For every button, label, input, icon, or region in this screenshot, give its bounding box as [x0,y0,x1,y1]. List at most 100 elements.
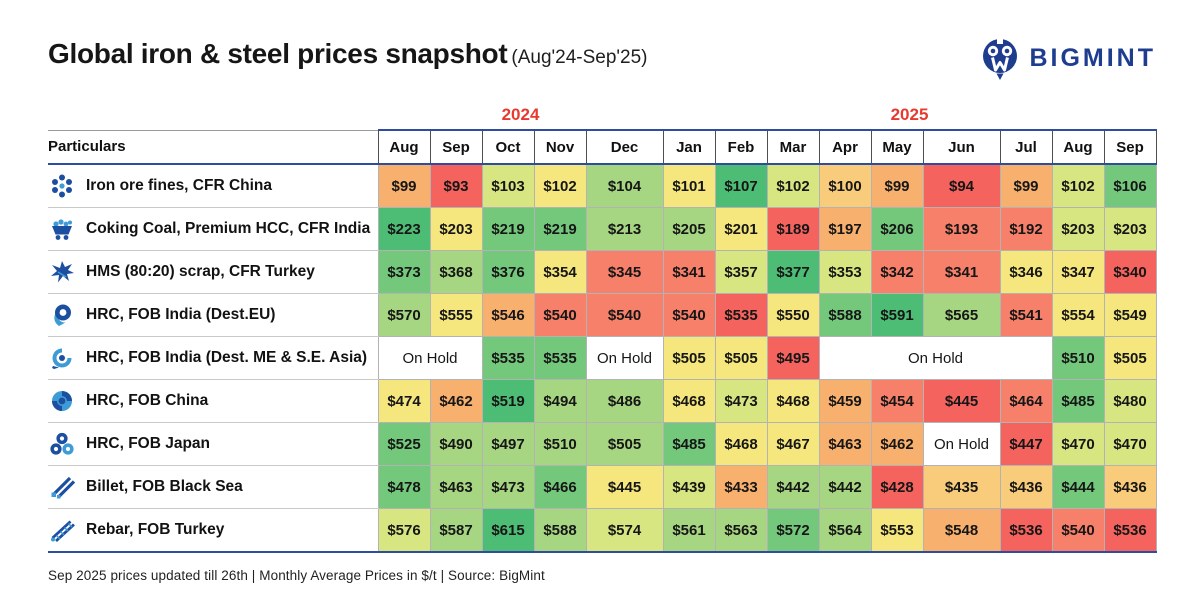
coil-stack-icon [49,431,75,457]
price-cell: $93 [429,163,483,208]
price-cell: $535 [533,336,587,380]
price-cell: $554 [1051,293,1105,337]
price-cell: $540 [662,293,716,337]
price-cell: $193 [922,207,1001,251]
price-cell: $99 [999,163,1053,208]
price-cell: $100 [818,163,872,208]
price-cell: $442 [818,465,872,509]
row-label-cell: HMS (80:20) scrap, CFR Turkey [48,250,379,294]
price-cell: $201 [714,207,768,251]
price-cell: $525 [377,422,431,466]
price-cell: $588 [533,508,587,553]
table-row: Billet, FOB Black Sea $478 $463 $473 $466 $44… [48,465,1157,509]
footnote: Sep 2025 prices updated till 26th | Mont… [48,568,545,583]
price-cell: $540 [585,293,664,337]
price-cell: $435 [922,465,1001,509]
price-cell: $485 [1051,379,1105,423]
price-cell: $470 [1103,422,1157,466]
price-cell: $436 [999,465,1053,509]
price-cell: $102 [533,163,587,208]
table-row: Iron ore fines, CFR China $99 $93 $103 $102 $… [48,163,1157,208]
table-row: Coking Coal, Premium HCC, CFR India $223 $… [48,207,1157,251]
price-cell: $549 [1103,293,1157,337]
price-cell: $346 [999,250,1053,294]
coil-end-icon [49,388,75,414]
price-cell: $540 [1051,508,1105,553]
price-cell: $203 [429,207,483,251]
row-label-cell: Billet, FOB Black Sea [48,465,379,509]
price-cell: $510 [1051,336,1105,380]
table-row: HMS (80:20) scrap, CFR Turkey $373 $368 $37… [48,250,1157,294]
price-cell: $107 [714,163,768,208]
on-hold-cell: On Hold [585,336,664,380]
year-row-spacer [48,98,378,130]
price-cell: $341 [922,250,1001,294]
price-cell: $541 [999,293,1053,337]
price-cell: $467 [766,422,820,466]
price-cell: $485 [662,422,716,466]
price-cell: $377 [766,250,820,294]
price-cell: $353 [818,250,872,294]
coil-swirl-icon [49,345,75,371]
price-cell: $486 [585,379,664,423]
row-label-cell: HRC, FOB China [48,379,379,423]
table-row: HRC, FOB India (Dest.EU) $570 $555 $546 $540… [48,293,1157,337]
price-cell: $576 [377,508,431,553]
price-cell: $588 [818,293,872,337]
price-cell: $555 [429,293,483,337]
price-cell: $468 [714,422,768,466]
header: Global iron & steel prices snapshot (Aug'… [48,28,1156,92]
price-cell: $563 [714,508,768,553]
year-label: 2024 [501,105,540,124]
price-cell: $463 [429,465,483,509]
price-cell: $615 [481,508,535,553]
price-cell: $536 [999,508,1053,553]
row-label: Rebar, FOB Turkey [86,521,225,538]
coal-cart-icon [49,216,75,242]
month-header: May [870,129,924,165]
price-cell: $223 [377,207,431,251]
price-cell: $342 [870,250,924,294]
month-header: Dec [585,129,664,165]
on-hold-cell: On Hold [377,336,483,380]
row-label: HRC, FOB India (Dest.EU) [86,306,276,323]
price-cell: $519 [481,379,535,423]
price-cell: $553 [870,508,924,553]
price-cell: $466 [533,465,587,509]
month-header: Feb [714,129,768,165]
row-label: HMS (80:20) scrap, CFR Turkey [86,263,315,280]
price-cell: $203 [1051,207,1105,251]
price-cell: $347 [1051,250,1105,294]
price-cell: $439 [662,465,716,509]
price-cell: $459 [818,379,872,423]
table-row: Rebar, FOB Turkey $576 $587 $615 $588 $574 $56… [48,508,1157,553]
year-label: 2025 [890,105,929,124]
price-cell: $106 [1103,163,1157,208]
table-row: HRC, FOB India (Dest. ME & S.E. Asia) On … [48,336,1157,380]
title-date-range: (Aug'24-Sep'25) [511,47,648,68]
month-header: Aug [1051,129,1105,165]
price-cell: $345 [585,250,664,294]
price-cell: $495 [766,336,820,380]
page-title: Global iron & steel prices snapshot (Aug'… [48,38,648,70]
row-label-cell: HRC, FOB India (Dest. ME & S.E. Asia) [48,336,379,380]
coil-icon [49,302,75,328]
scrap-icon [49,259,75,285]
price-cell: $462 [429,379,483,423]
month-header: Sep [429,129,483,165]
price-cell: $340 [1103,250,1157,294]
price-cell: $428 [870,465,924,509]
price-cell: $103 [481,163,535,208]
price-cell: $101 [662,163,716,208]
month-header: Sep [1103,129,1157,165]
price-cell: $570 [377,293,431,337]
price-cell: $99 [870,163,924,208]
price-cell: $550 [766,293,820,337]
price-cell: $587 [429,508,483,553]
particulars-header: Particulars [48,129,378,165]
price-cell: $192 [999,207,1053,251]
month-header: Apr [818,129,872,165]
price-cell: $436 [1103,465,1157,509]
price-cell: $505 [1103,336,1157,380]
price-cell: $206 [870,207,924,251]
